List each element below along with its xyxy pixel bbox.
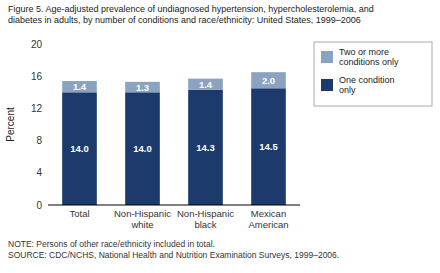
legend-swatch — [321, 79, 333, 91]
y-tick-label: 12 — [31, 103, 43, 114]
note: NOTE: Persons of other race/ethnicity in… — [8, 239, 215, 249]
bar-segment — [62, 92, 97, 205]
bar-segment — [125, 92, 160, 205]
background — [0, 0, 440, 273]
data-label: 1.4 — [199, 79, 213, 90]
legend-label: One conditiononly — [339, 75, 395, 95]
bar-segment — [125, 82, 160, 92]
legend-swatch — [321, 51, 333, 63]
x-tick-label: Total — [69, 208, 89, 219]
data-label: 14.5 — [259, 141, 278, 152]
bars — [62, 72, 286, 205]
y-axis-label: Percent — [5, 107, 16, 142]
chart: Figure 5. Age-adjusted prevalence of und… — [0, 0, 440, 273]
y-tick-label: 16 — [31, 71, 43, 82]
legend: Two or moreconditions only One conditiono… — [314, 42, 432, 106]
x-tick-label: Non-Hispanicblack — [177, 208, 234, 230]
bar-segment — [251, 88, 286, 205]
y-tick-label: 8 — [36, 135, 42, 146]
legend-label: Two or moreconditions only — [339, 47, 399, 67]
y-tick-label: 0 — [36, 200, 42, 211]
title: Figure 5. Age-adjusted prevalence of und… — [8, 4, 374, 25]
data-label: 14.0 — [70, 143, 89, 154]
note: SOURCE: CDC/NCHS, National Health and Nu… — [8, 250, 339, 260]
data-label: 1.3 — [136, 82, 149, 93]
bar-segment — [188, 90, 223, 205]
bar-segment — [188, 79, 223, 90]
y-tick-label: 20 — [31, 39, 43, 50]
y-tick-label: 4 — [36, 167, 42, 178]
data-labels: 14.0 14.0 14.3 14.5 1.4 1.3 1.4 2.0 — [70, 75, 278, 154]
bar-segment — [251, 72, 286, 88]
bar-segment — [62, 81, 97, 92]
x-tick-label: MexicanAmerican — [248, 208, 288, 230]
data-label: 2.0 — [262, 75, 275, 86]
x-axis-line — [48, 205, 300, 206]
x-tick-label: Non-Hispanicwhite — [114, 208, 171, 230]
legend-frame — [314, 42, 432, 106]
data-label: 14.0 — [133, 143, 152, 154]
data-label: 14.3 — [196, 142, 215, 153]
data-label: 1.4 — [73, 81, 87, 92]
